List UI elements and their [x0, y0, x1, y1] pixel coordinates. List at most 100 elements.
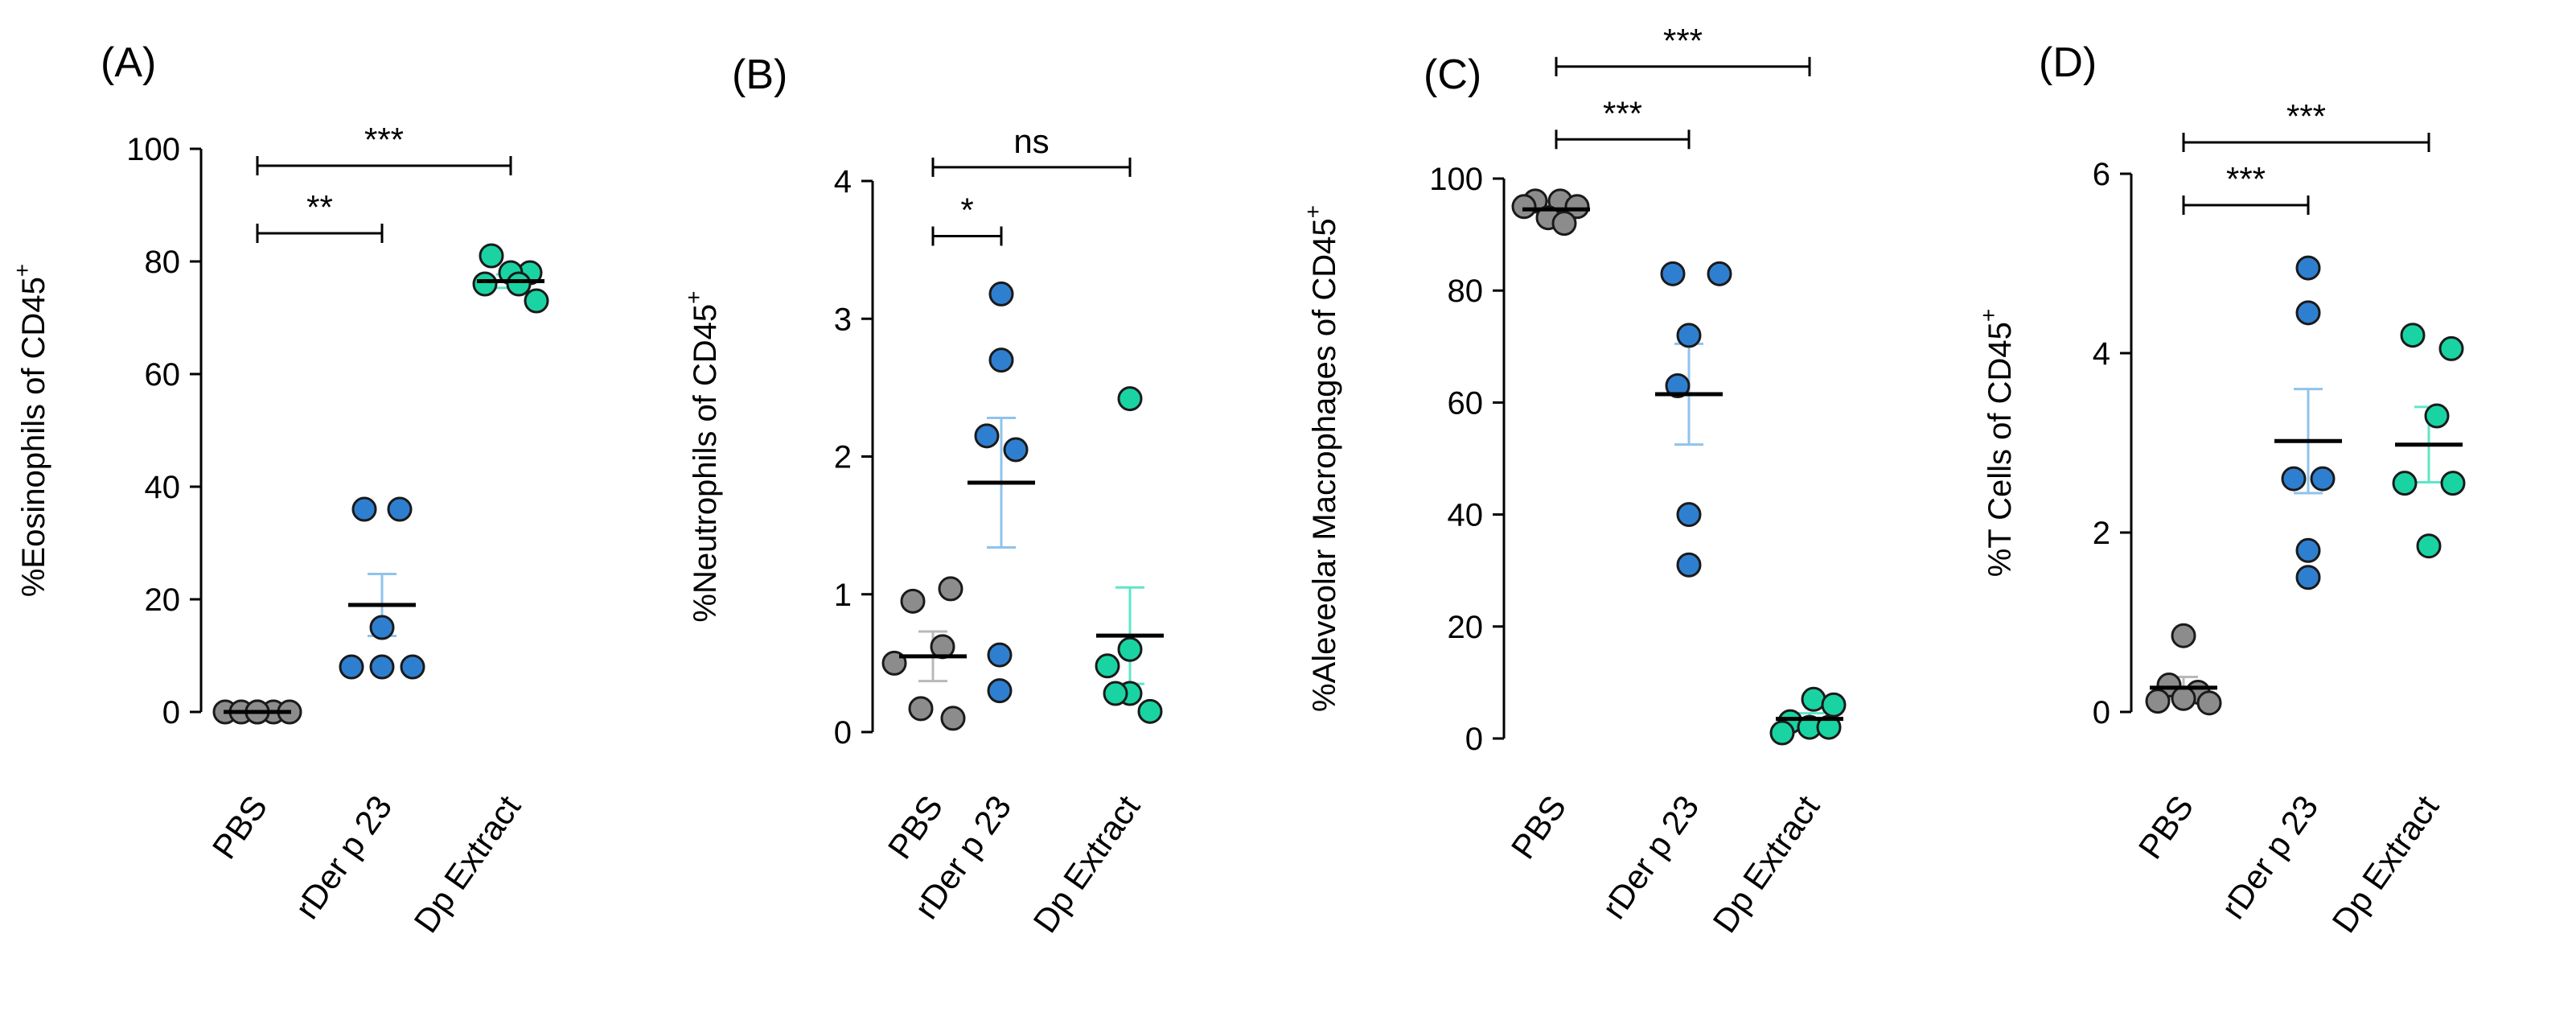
y-tick-label: 0 — [1465, 722, 1483, 757]
y-axis-title-text: %Neutrophils of CD45 — [688, 304, 723, 623]
y-tick-label: 100 — [126, 132, 180, 167]
data-point — [2295, 300, 2321, 326]
x-tick-label: rDer p 23 — [1594, 788, 1706, 925]
data-point — [987, 642, 1013, 668]
data-point — [2440, 471, 2466, 496]
data-point — [2295, 565, 2321, 590]
y-tick-label: 40 — [1448, 498, 1484, 533]
data-point — [1103, 681, 1128, 706]
x-tick-label: PBS — [881, 788, 951, 866]
y-axis-title: %Eosinophils of CD45+ — [10, 264, 51, 597]
data-point — [400, 654, 425, 680]
y-axis-title-superscript: + — [1976, 309, 2001, 322]
data-point — [2171, 623, 2196, 648]
data-point — [1551, 211, 1577, 237]
data-point — [908, 696, 934, 722]
significance-label: ns — [1013, 122, 1049, 160]
panel-0: (A) 0 20 40 60 80 100 %Eosinophils of CD45+ PBS r… — [10, 39, 549, 940]
data-point — [1676, 502, 1702, 528]
y-axis-title-text: %Aleveolar Macrophages of CD45 — [1307, 218, 1342, 712]
data-point — [2310, 466, 2336, 492]
data-point — [387, 496, 413, 522]
data-point — [1095, 653, 1120, 679]
x-tick-label: Dp Extract — [2324, 788, 2446, 940]
data-point — [1511, 194, 1537, 220]
panel-label: (B) — [732, 51, 787, 98]
data-point — [369, 654, 395, 680]
y-tick-label: 4 — [834, 164, 852, 200]
data-point — [2145, 689, 2171, 714]
y-tick-label: 2 — [2093, 516, 2110, 551]
significance-label: *** — [2286, 97, 2326, 135]
y-tick-label: 20 — [145, 582, 181, 618]
x-tick-label: Dp Extract — [406, 788, 528, 940]
data-point — [1676, 552, 1702, 578]
data-point — [2400, 323, 2426, 348]
data-point — [2392, 471, 2418, 496]
panel-2: (C) 0 20 40 60 80 100 %Aleveolar Macrophages of… — [1300, 22, 1847, 940]
data-point — [938, 576, 963, 602]
y-tick-label: 20 — [1448, 610, 1484, 645]
data-point — [1769, 720, 1795, 746]
data-point — [1676, 323, 1702, 348]
significance-label: *** — [364, 121, 404, 158]
data-point — [506, 271, 532, 297]
y-tick-label: 0 — [2093, 695, 2110, 730]
data-point — [2438, 335, 2464, 361]
y-tick-label: 80 — [145, 245, 181, 280]
data-point — [1665, 373, 1691, 399]
y-axis-title-text: %Eosinophils of CD45 — [16, 277, 51, 597]
data-point — [988, 348, 1014, 373]
x-tick-label: Dp Extract — [1025, 788, 1147, 940]
data-point — [369, 615, 395, 640]
data-point — [940, 706, 966, 731]
x-tick-label: Dp Extract — [1705, 788, 1826, 940]
data-point — [900, 588, 926, 614]
data-point — [2281, 466, 2307, 492]
y-axis-title: %T Cells of CD45+ — [1976, 309, 2018, 578]
data-point — [1816, 714, 1842, 740]
data-point — [524, 288, 549, 314]
data-point — [1003, 437, 1029, 463]
data-point — [2196, 690, 2222, 716]
panel-3: (D) 0 2 4 6 %T Cells of CD45+ PBS rDer p 23 Dp E… — [1976, 39, 2466, 940]
data-point — [339, 654, 364, 680]
significance-label: * — [960, 191, 973, 229]
data-point — [2424, 403, 2450, 429]
data-point — [988, 281, 1014, 306]
panel-label: (C) — [1424, 51, 1481, 98]
data-point — [1117, 636, 1143, 662]
significance-label: *** — [2226, 160, 2266, 198]
y-tick-label: 100 — [1429, 162, 1483, 197]
data-point — [2295, 537, 2321, 563]
data-point — [2171, 685, 2196, 711]
data-point — [2416, 533, 2442, 559]
y-tick-label: 3 — [834, 302, 852, 337]
data-point — [1707, 261, 1732, 286]
y-tick-label: 80 — [1448, 274, 1484, 309]
significance-label: *** — [1603, 94, 1642, 132]
x-tick-label: rDer p 23 — [287, 788, 399, 925]
y-tick-label: 0 — [162, 695, 180, 730]
x-tick-label: PBS — [1504, 788, 1574, 866]
significance-label: ** — [306, 188, 333, 226]
data-point — [1660, 261, 1686, 286]
significance-label: *** — [1663, 22, 1703, 60]
y-axis-title: %Neutrophils of CD45+ — [681, 290, 723, 622]
x-tick-label: PBS — [205, 788, 275, 866]
y-tick-label: 1 — [834, 578, 852, 613]
data-point — [2295, 255, 2321, 281]
data-point — [351, 496, 377, 522]
x-tick-label: rDer p 23 — [2213, 788, 2325, 925]
y-tick-label: 40 — [145, 470, 181, 505]
y-axis-title: %Aleveolar Macrophages of CD45+ — [1300, 205, 1342, 712]
data-point — [1564, 194, 1590, 220]
data-point — [479, 243, 504, 269]
y-axis-title-text: %T Cells of CD45 — [1982, 322, 2018, 577]
y-tick-label: 2 — [834, 440, 852, 475]
y-axis-title-superscript: + — [1300, 205, 1325, 218]
y-tick-label: 60 — [145, 357, 181, 393]
y-axis-title-superscript: + — [10, 264, 35, 277]
